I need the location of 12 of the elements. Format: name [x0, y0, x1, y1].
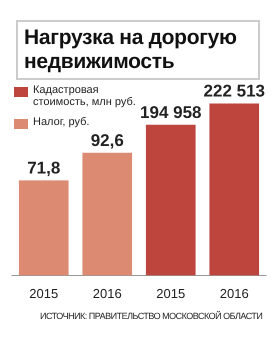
x-tick-label: 2015 — [29, 286, 58, 301]
x-tick-label: 2016 — [92, 286, 122, 301]
chart-title: Нагрузка на дорогую недвижимость — [16, 20, 260, 80]
text: ИСТОЧНИК: ПРАВИТЕЛЬСТВО МОСКОВСКОЙ ОБЛАСТИ — [40, 311, 262, 321]
data-label: 71,8 — [27, 158, 60, 178]
legend-label: Кадастровая стоимость, млн руб. — [33, 84, 136, 108]
data-label: 92,6 — [90, 130, 124, 150]
data-label: 222 513 — [204, 82, 265, 101]
legend-label: Налог, руб. — [33, 116, 90, 128]
x-tick-label: 2015 — [156, 286, 186, 301]
x-tick-label: 2016 — [220, 286, 249, 301]
data-label: 194 958 — [140, 102, 202, 122]
